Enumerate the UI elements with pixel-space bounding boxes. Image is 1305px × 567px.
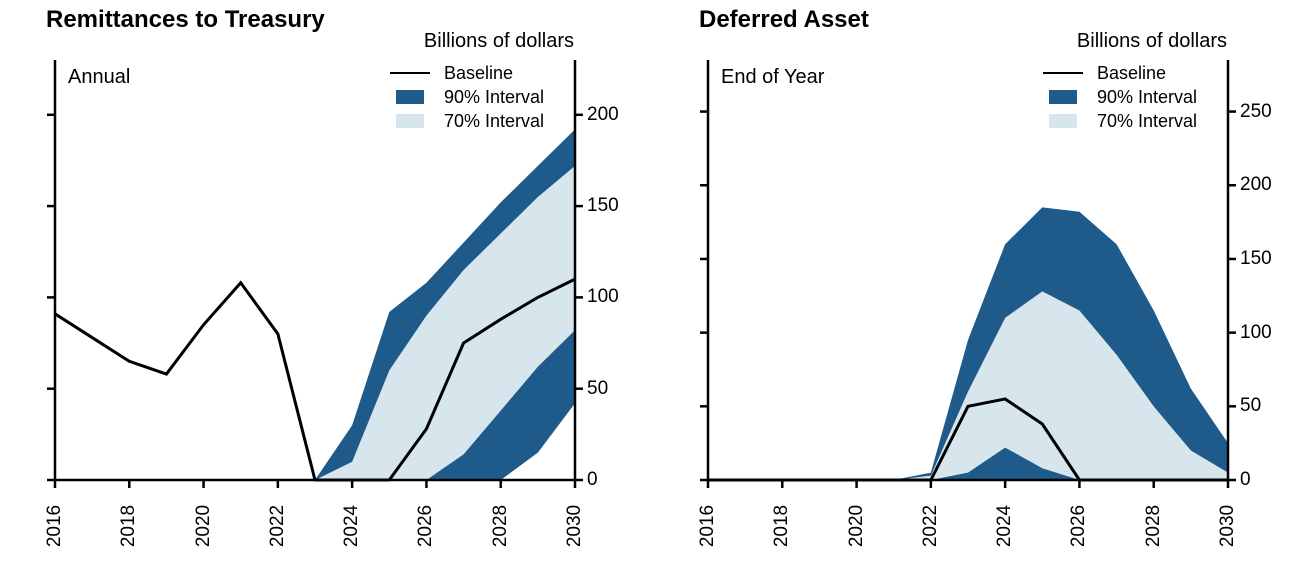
x-tick-label: 2020: [193, 501, 215, 551]
y-tick-label: 200: [587, 104, 647, 126]
x-tick-label: 2020: [846, 501, 868, 551]
x-tick-label: 2026: [415, 501, 437, 551]
y-tick-label: 100: [587, 286, 647, 308]
y-tick-label: 150: [1240, 248, 1300, 270]
x-tick-label: 2030: [1217, 501, 1239, 551]
y-tick-label: 50: [587, 378, 647, 400]
y-tick-label: 50: [1240, 395, 1300, 417]
x-tick-label: 2024: [341, 501, 363, 551]
x-tick-label: 2026: [1068, 501, 1090, 551]
panel-left: Remittances to Treasury Billions of doll…: [0, 0, 652, 567]
x-tick-label: 2018: [118, 501, 140, 551]
chart-left: [0, 0, 652, 567]
y-tick-label: 150: [587, 195, 647, 217]
x-tick-label: 2028: [490, 501, 512, 551]
y-tick-label: 0: [1240, 469, 1300, 491]
panel-right: Deferred Asset Billions of dollars End o…: [653, 0, 1305, 567]
y-tick-label: 250: [1240, 101, 1300, 123]
x-tick-label: 2024: [994, 501, 1016, 551]
y-tick-label: 200: [1240, 174, 1300, 196]
y-tick-label: 0: [587, 469, 647, 491]
x-tick-label: 2022: [920, 501, 942, 551]
x-tick-label: 2018: [771, 501, 793, 551]
y-tick-label: 100: [1240, 322, 1300, 344]
x-tick-label: 2028: [1143, 501, 1165, 551]
x-tick-label: 2016: [697, 501, 719, 551]
x-tick-label: 2030: [564, 501, 586, 551]
x-tick-label: 2022: [267, 501, 289, 551]
x-tick-label: 2016: [44, 501, 66, 551]
chart-right: [653, 0, 1305, 567]
